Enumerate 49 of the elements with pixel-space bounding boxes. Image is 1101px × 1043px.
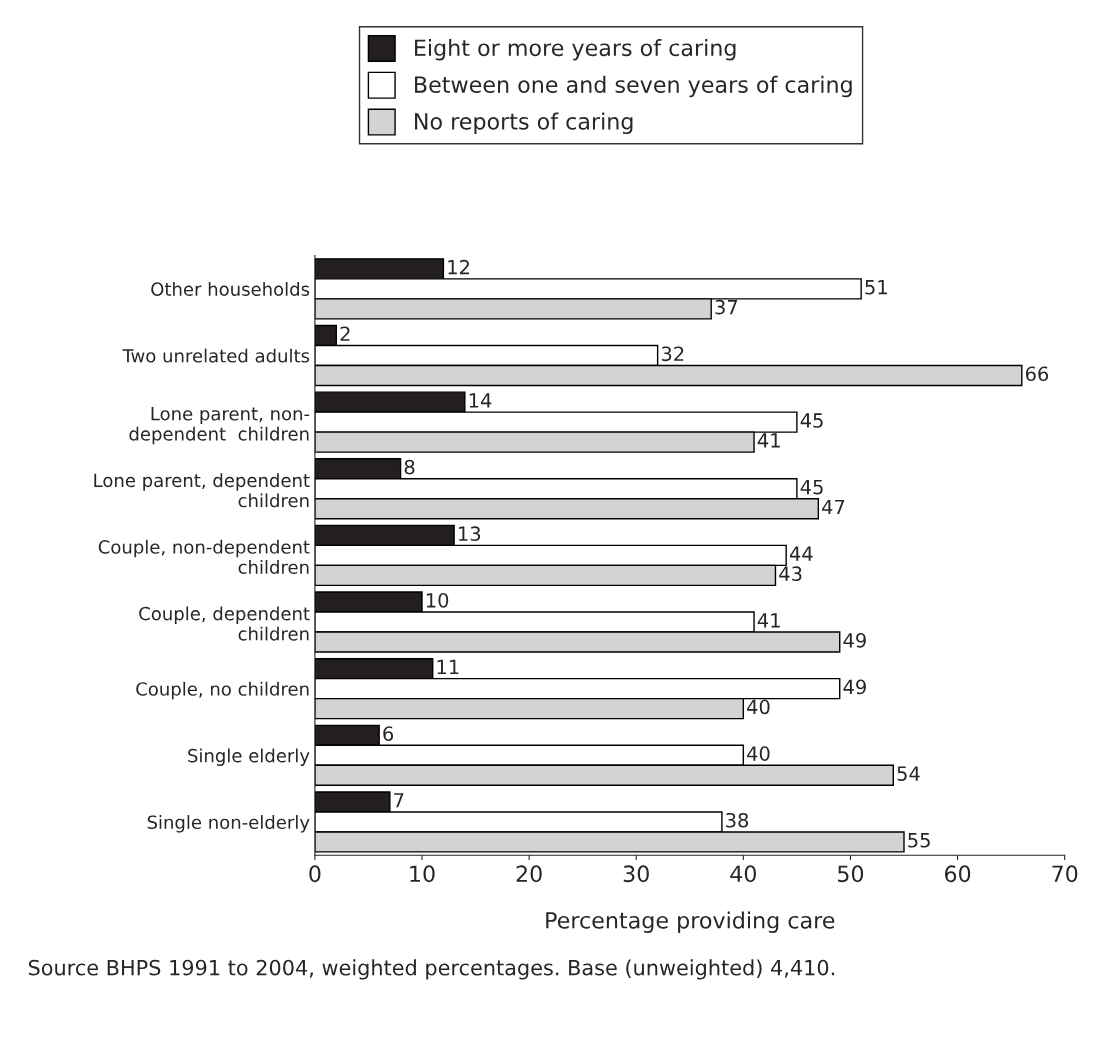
x-tick-label: 30 bbox=[623, 865, 649, 883]
source-note: Source BHPS 1991 to 2004, weighted percentages. Base (unweighted) 4,410. bbox=[28, 959, 835, 980]
x-tick-label: 40 bbox=[730, 865, 756, 883]
data-label: 43 bbox=[779, 566, 802, 582]
data-label: 49 bbox=[843, 632, 866, 648]
y-tick-label: Couple, no children bbox=[136, 681, 309, 700]
x-tick-label: 60 bbox=[944, 865, 971, 883]
x-axis-title: Percentage providing care bbox=[546, 911, 835, 933]
legend-label: Between one and seven years of caring bbox=[415, 75, 852, 98]
y-tick-label: Single non-elderly bbox=[147, 815, 310, 833]
data-label: 2 bbox=[340, 326, 350, 341]
data-label: 40 bbox=[747, 699, 770, 715]
data-label: 13 bbox=[459, 526, 481, 542]
y-tick-label: Couple, non-dependent children bbox=[98, 539, 310, 574]
data-label: 66 bbox=[1025, 366, 1049, 382]
data-label: 10 bbox=[426, 592, 449, 608]
data-label: 55 bbox=[908, 833, 930, 848]
data-label: 44 bbox=[789, 546, 813, 561]
data-label: 37 bbox=[715, 299, 738, 315]
data-label: 38 bbox=[726, 812, 749, 828]
data-label: 14 bbox=[469, 393, 492, 408]
data-label: 11 bbox=[437, 659, 459, 675]
y-tick-label: Couple, dependent children bbox=[139, 606, 310, 641]
data-label: 12 bbox=[448, 259, 469, 275]
data-label: 54 bbox=[897, 766, 920, 781]
y-tick-label: Other households bbox=[151, 281, 310, 296]
x-tick-label: 70 bbox=[1052, 865, 1078, 883]
data-label: 6 bbox=[383, 726, 394, 741]
data-label: 45 bbox=[800, 413, 823, 428]
data-label: 47 bbox=[822, 499, 845, 515]
data-label: 51 bbox=[865, 280, 887, 295]
data-label: 7 bbox=[394, 793, 404, 808]
legend-label: No reports of caring bbox=[415, 112, 633, 135]
x-tick-label: 10 bbox=[410, 865, 435, 883]
x-tick-label: 0 bbox=[309, 865, 321, 883]
y-tick-label: Two unrelated adults bbox=[122, 348, 310, 363]
x-tick-label: 20 bbox=[516, 865, 542, 883]
data-label: 40 bbox=[747, 746, 770, 761]
data-label: 32 bbox=[661, 346, 684, 362]
data-label: 41 bbox=[757, 613, 780, 628]
legend-label: Eight or more years of caring bbox=[415, 38, 736, 61]
data-label: 41 bbox=[757, 433, 780, 448]
data-label: 45 bbox=[800, 479, 823, 495]
y-tick-label: Lone parent, dependent children bbox=[94, 473, 310, 508]
y-tick-label: Single elderly bbox=[188, 748, 310, 766]
data-label: 49 bbox=[843, 679, 866, 695]
data-label: 8 bbox=[404, 459, 415, 475]
x-tick-label: 50 bbox=[838, 865, 864, 883]
y-tick-label: Lone parent, non- dependent children bbox=[129, 407, 310, 445]
